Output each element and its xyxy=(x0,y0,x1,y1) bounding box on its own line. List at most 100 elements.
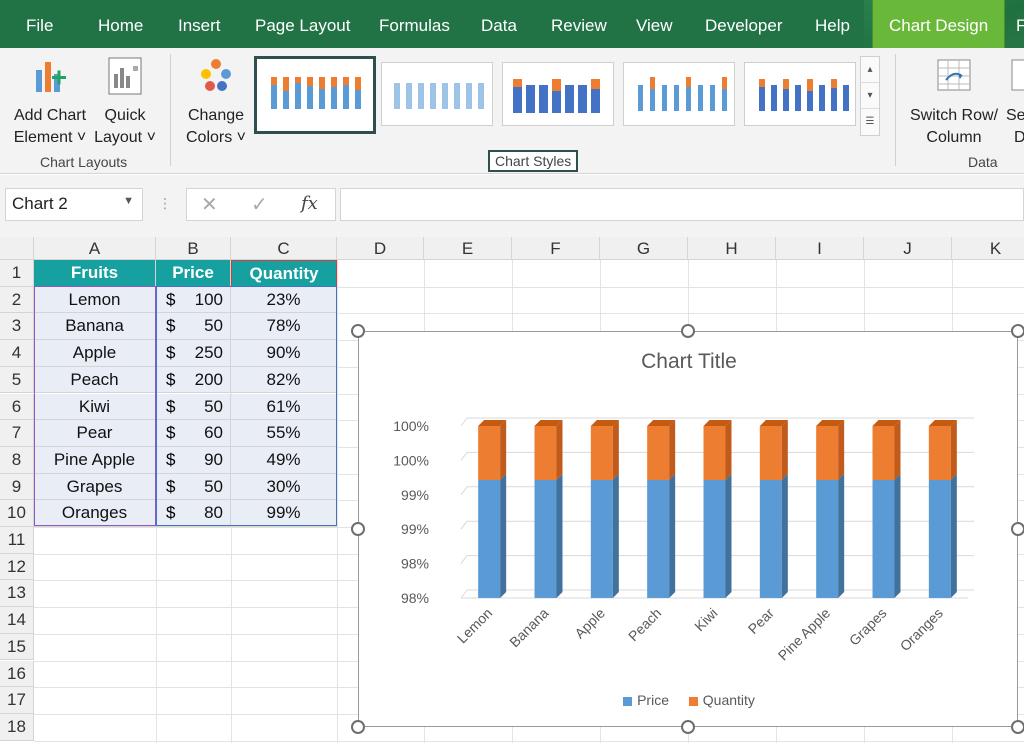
row-header[interactable]: 15 xyxy=(0,633,34,661)
header-cell-quantity[interactable]: Quantity xyxy=(231,260,337,287)
cell-quantity[interactable]: 82% xyxy=(231,366,337,394)
tab-review[interactable]: Review xyxy=(551,16,607,35)
chart-style-5-thumb[interactable] xyxy=(744,62,856,126)
name-box[interactable]: Chart 2 ▼ xyxy=(5,188,143,221)
chart-style-4-thumb[interactable] xyxy=(623,62,735,126)
change-colors-button[interactable]: Change Colors ˅ xyxy=(180,54,252,149)
row-header[interactable]: 3 xyxy=(0,313,34,341)
add-chart-element-button[interactable]: Add Chart Element ˅ xyxy=(8,54,92,149)
chart-resize-handle[interactable] xyxy=(351,720,365,734)
col-header-k[interactable]: K xyxy=(952,237,1024,260)
col-header-f[interactable]: F xyxy=(512,237,600,260)
chart-resize-handle[interactable] xyxy=(1011,720,1024,734)
chart-resize-handle[interactable] xyxy=(351,324,365,338)
row-header[interactable]: 9 xyxy=(0,473,34,501)
chart-resize-handle[interactable] xyxy=(681,324,695,338)
tab-format-partial[interactable]: F xyxy=(1016,16,1024,35)
tab-data[interactable]: Data xyxy=(481,16,517,35)
cell-fruit[interactable]: Lemon xyxy=(34,286,156,314)
row-header[interactable]: 8 xyxy=(0,446,34,474)
cell-price[interactable]: 50 xyxy=(156,393,231,421)
cell-quantity[interactable]: 78% xyxy=(231,313,337,341)
row-header[interactable]: 13 xyxy=(0,580,34,608)
col-header-j[interactable]: J xyxy=(864,237,952,260)
chart-resize-handle[interactable] xyxy=(351,522,365,536)
cell-fruit[interactable]: Kiwi xyxy=(34,393,156,421)
gallery-up-icon[interactable]: ▴ xyxy=(861,57,879,83)
row-header[interactable]: 2 xyxy=(0,286,34,314)
row-header[interactable]: 16 xyxy=(0,660,34,688)
switch-row-column-button[interactable]: Switch Row/ Column xyxy=(906,54,1002,149)
gallery-scroll[interactable]: ▴ ▾ ☰ xyxy=(860,56,880,136)
tab-developer[interactable]: Developer xyxy=(705,16,783,35)
cell-fruit[interactable]: Pear xyxy=(34,420,156,447)
cell-quantity[interactable]: 90% xyxy=(231,340,337,367)
tab-formulas[interactable]: Formulas xyxy=(379,16,450,35)
tab-page-layout[interactable]: Page Layout xyxy=(255,16,351,35)
row-header[interactable]: 18 xyxy=(0,713,34,741)
gallery-more-icon[interactable]: ☰ xyxy=(865,116,875,127)
col-header-b[interactable]: B xyxy=(156,237,231,260)
cell-price[interactable]: 50 xyxy=(156,313,231,341)
tab-file[interactable]: File xyxy=(26,16,54,35)
tab-home[interactable]: Home xyxy=(98,16,144,35)
cell-price[interactable]: 60 xyxy=(156,420,231,447)
chart-style-2-thumb[interactable] xyxy=(381,62,493,126)
cell-price[interactable]: 80 xyxy=(156,500,231,527)
header-cell-fruits[interactable]: Fruits xyxy=(34,260,156,287)
row-header[interactable]: 5 xyxy=(0,366,34,394)
cell-price[interactable]: 90 xyxy=(156,446,231,474)
chart-plot[interactable]: 100% 100% 99% 99% 98% 98% Lemon Banana Apple Peac… xyxy=(359,332,1019,728)
formula-input[interactable] xyxy=(340,188,1024,221)
cell-fruit[interactable]: Pine Apple xyxy=(34,446,156,474)
chart-resize-handle[interactable] xyxy=(1011,324,1024,338)
cancel-icon[interactable]: ✕ xyxy=(201,194,218,216)
gallery-down-icon[interactable]: ▾ xyxy=(861,83,879,109)
cell-fruit[interactable]: Banana xyxy=(34,313,156,341)
cell-fruit[interactable]: Oranges xyxy=(34,500,156,527)
tab-view[interactable]: View xyxy=(636,16,673,35)
chart-title[interactable]: Chart Title xyxy=(641,350,737,373)
chart-area[interactable]: Chart Title 100% 100% 99% 99% 98% 98% Lemon Ban… xyxy=(358,331,1018,727)
name-box-dropdown-icon[interactable]: ▼ xyxy=(123,195,134,207)
select-all-corner[interactable] xyxy=(0,237,34,260)
cell-price[interactable]: 200 xyxy=(156,366,231,394)
chart-resize-handle[interactable] xyxy=(1011,522,1024,536)
tab-help[interactable]: Help xyxy=(815,16,850,35)
col-header-e[interactable]: E xyxy=(424,237,512,260)
cell-quantity[interactable]: 61% xyxy=(231,393,337,421)
chart-style-1-thumb[interactable] xyxy=(254,56,376,134)
row-header[interactable]: 10 xyxy=(0,500,34,527)
cell-fruit[interactable]: Peach xyxy=(34,366,156,394)
insert-function-icon[interactable]: fx xyxy=(301,193,318,214)
row-header[interactable]: 6 xyxy=(0,393,34,421)
cell-price[interactable]: 100 xyxy=(156,286,231,314)
row-header[interactable]: 11 xyxy=(0,527,34,554)
col-header-a[interactable]: A xyxy=(34,237,156,260)
tab-chart-design[interactable]: Chart Design xyxy=(872,0,1006,48)
cell-quantity[interactable]: 49% xyxy=(231,446,337,474)
cell-quantity[interactable]: 55% xyxy=(231,420,337,447)
cell-quantity[interactable]: 23% xyxy=(231,286,337,314)
header-cell-price[interactable]: Price xyxy=(156,260,231,287)
col-header-h[interactable]: H xyxy=(688,237,776,260)
enter-icon[interactable]: ✓ xyxy=(251,194,268,216)
col-header-i[interactable]: I xyxy=(776,237,864,260)
cell-fruit[interactable]: Apple xyxy=(34,340,156,367)
row-header[interactable]: 12 xyxy=(0,553,34,581)
tab-insert[interactable]: Insert xyxy=(178,16,221,35)
row-header[interactable]: 4 xyxy=(0,340,34,367)
cell-quantity[interactable]: 30% xyxy=(231,473,337,501)
chart-legend[interactable]: Price Quantity xyxy=(359,692,1019,708)
cell-quantity[interactable]: 99% xyxy=(231,500,337,527)
chart-resize-handle[interactable] xyxy=(681,720,695,734)
col-header-c[interactable]: C xyxy=(231,237,337,260)
quick-layout-button[interactable]: Quick Layout ˅ xyxy=(92,54,158,149)
row-header[interactable]: 7 xyxy=(0,420,34,447)
select-data-button-partial[interactable]: Se D xyxy=(1006,54,1024,149)
col-header-g[interactable]: G xyxy=(600,237,688,260)
row-header[interactable]: 17 xyxy=(0,687,34,714)
row-header[interactable]: 14 xyxy=(0,607,34,634)
cell-price[interactable]: 50 xyxy=(156,473,231,501)
col-header-d[interactable]: D xyxy=(337,237,424,260)
